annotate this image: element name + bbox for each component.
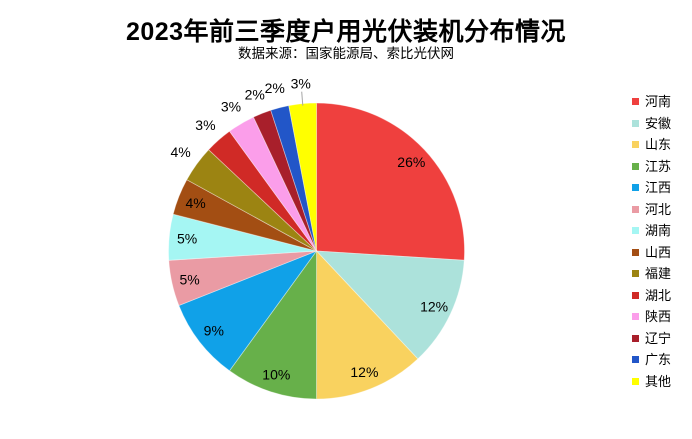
legend-item-江苏: 江苏 (632, 156, 671, 178)
legend-item-湖南: 湖南 (632, 220, 671, 242)
pie-slice-山东 (316, 249, 419, 400)
pie-label-河北: 5% (179, 271, 199, 287)
pie-slice-辽宁 (252, 109, 317, 252)
legend-swatch-其他 (632, 377, 639, 385)
legend-label-福建: 福建 (645, 266, 672, 282)
legend-label-河南: 河南 (645, 94, 672, 110)
legend-label-河北: 河北 (645, 201, 672, 217)
chart-subtitle: 数据来源：国家能源局、索比光伏网 (238, 46, 454, 61)
legend-swatch-河南 (632, 98, 639, 106)
legend-item-广东: 广东 (632, 349, 671, 371)
legend-swatch-山东 (632, 141, 639, 149)
legend-swatch-福建 (632, 270, 639, 278)
legend-item-陕西: 陕西 (632, 306, 671, 328)
legend-swatch-江西 (632, 184, 639, 192)
pie-label-江西: 9% (204, 323, 224, 339)
pie-slice-山西 (172, 179, 317, 252)
legend-swatch-安徽 (632, 119, 639, 127)
legend: 河南安徽山东江苏江西河北湖南山西福建湖北陕西辽宁广东其他 (632, 91, 671, 392)
legend-label-安徽: 安徽 (645, 115, 672, 131)
pie-slice-湖南 (168, 213, 317, 261)
pie-label-山东: 12% (350, 364, 378, 380)
legend-swatch-陕西 (632, 313, 639, 321)
pie-label-湖北: 3% (195, 117, 215, 133)
pie-label-辽宁: 2% (245, 87, 265, 103)
pie-slice-江苏 (228, 249, 317, 400)
legend-item-山西: 山西 (632, 242, 671, 264)
pie-slice-河南 (316, 102, 465, 261)
legend-label-湖南: 湖南 (645, 223, 672, 239)
legend-label-广东: 广东 (645, 352, 672, 368)
leader-line-其他 (301, 91, 304, 106)
pie-slice-福建 (186, 149, 317, 252)
pie-slice-陕西 (228, 116, 317, 252)
legend-label-江西: 江西 (645, 180, 672, 196)
legend-swatch-辽宁 (632, 334, 639, 342)
pie-label-其他: 3% (291, 76, 311, 92)
pie-label-江苏: 10% (262, 367, 290, 383)
pie-label-安徽: 12% (420, 298, 448, 314)
legend-item-湖北: 湖北 (632, 285, 671, 307)
legend-label-江苏: 江苏 (645, 158, 672, 174)
pie-label-山西: 4% (185, 195, 205, 211)
pie-slice-湖北 (208, 130, 317, 252)
pie-slice-江西 (178, 250, 318, 372)
pie-label-广东: 2% (265, 80, 285, 96)
legend-label-山西: 山西 (645, 244, 672, 260)
legend-item-其他: 其他 (632, 371, 671, 393)
legend-item-福建: 福建 (632, 263, 671, 285)
legend-swatch-广东 (632, 356, 639, 364)
pie-label-陕西: 3% (221, 98, 241, 114)
legend-item-辽宁: 辽宁 (632, 328, 671, 350)
legend-swatch-湖南 (632, 227, 639, 235)
legend-swatch-山西 (632, 248, 639, 256)
pie-label-湖南: 5% (177, 231, 197, 247)
legend-label-辽宁: 辽宁 (645, 330, 672, 346)
legend-item-河北: 河北 (632, 199, 671, 221)
legend-item-河南: 河南 (632, 91, 671, 113)
pie-slice-河北 (168, 250, 317, 306)
legend-item-江西: 江西 (632, 177, 671, 199)
legend-swatch-湖北 (632, 291, 639, 299)
pie-slice-广东 (270, 105, 317, 252)
legend-item-山东: 山东 (632, 134, 671, 156)
pie-label-福建: 4% (170, 144, 190, 160)
legend-swatch-江苏 (632, 162, 639, 170)
chart-title: 2023年前三季度户用光伏装机分布情况 (125, 18, 567, 46)
legend-item-安徽: 安徽 (632, 113, 671, 135)
legend-label-其他: 其他 (645, 373, 672, 389)
pie-slice-安徽 (315, 250, 465, 360)
legend-label-陕西: 陕西 (645, 309, 672, 325)
pie-label-河南: 26% (397, 154, 425, 170)
legend-label-湖北: 湖北 (645, 287, 672, 303)
legend-label-山东: 山东 (645, 137, 672, 153)
legend-swatch-河北 (632, 205, 639, 213)
